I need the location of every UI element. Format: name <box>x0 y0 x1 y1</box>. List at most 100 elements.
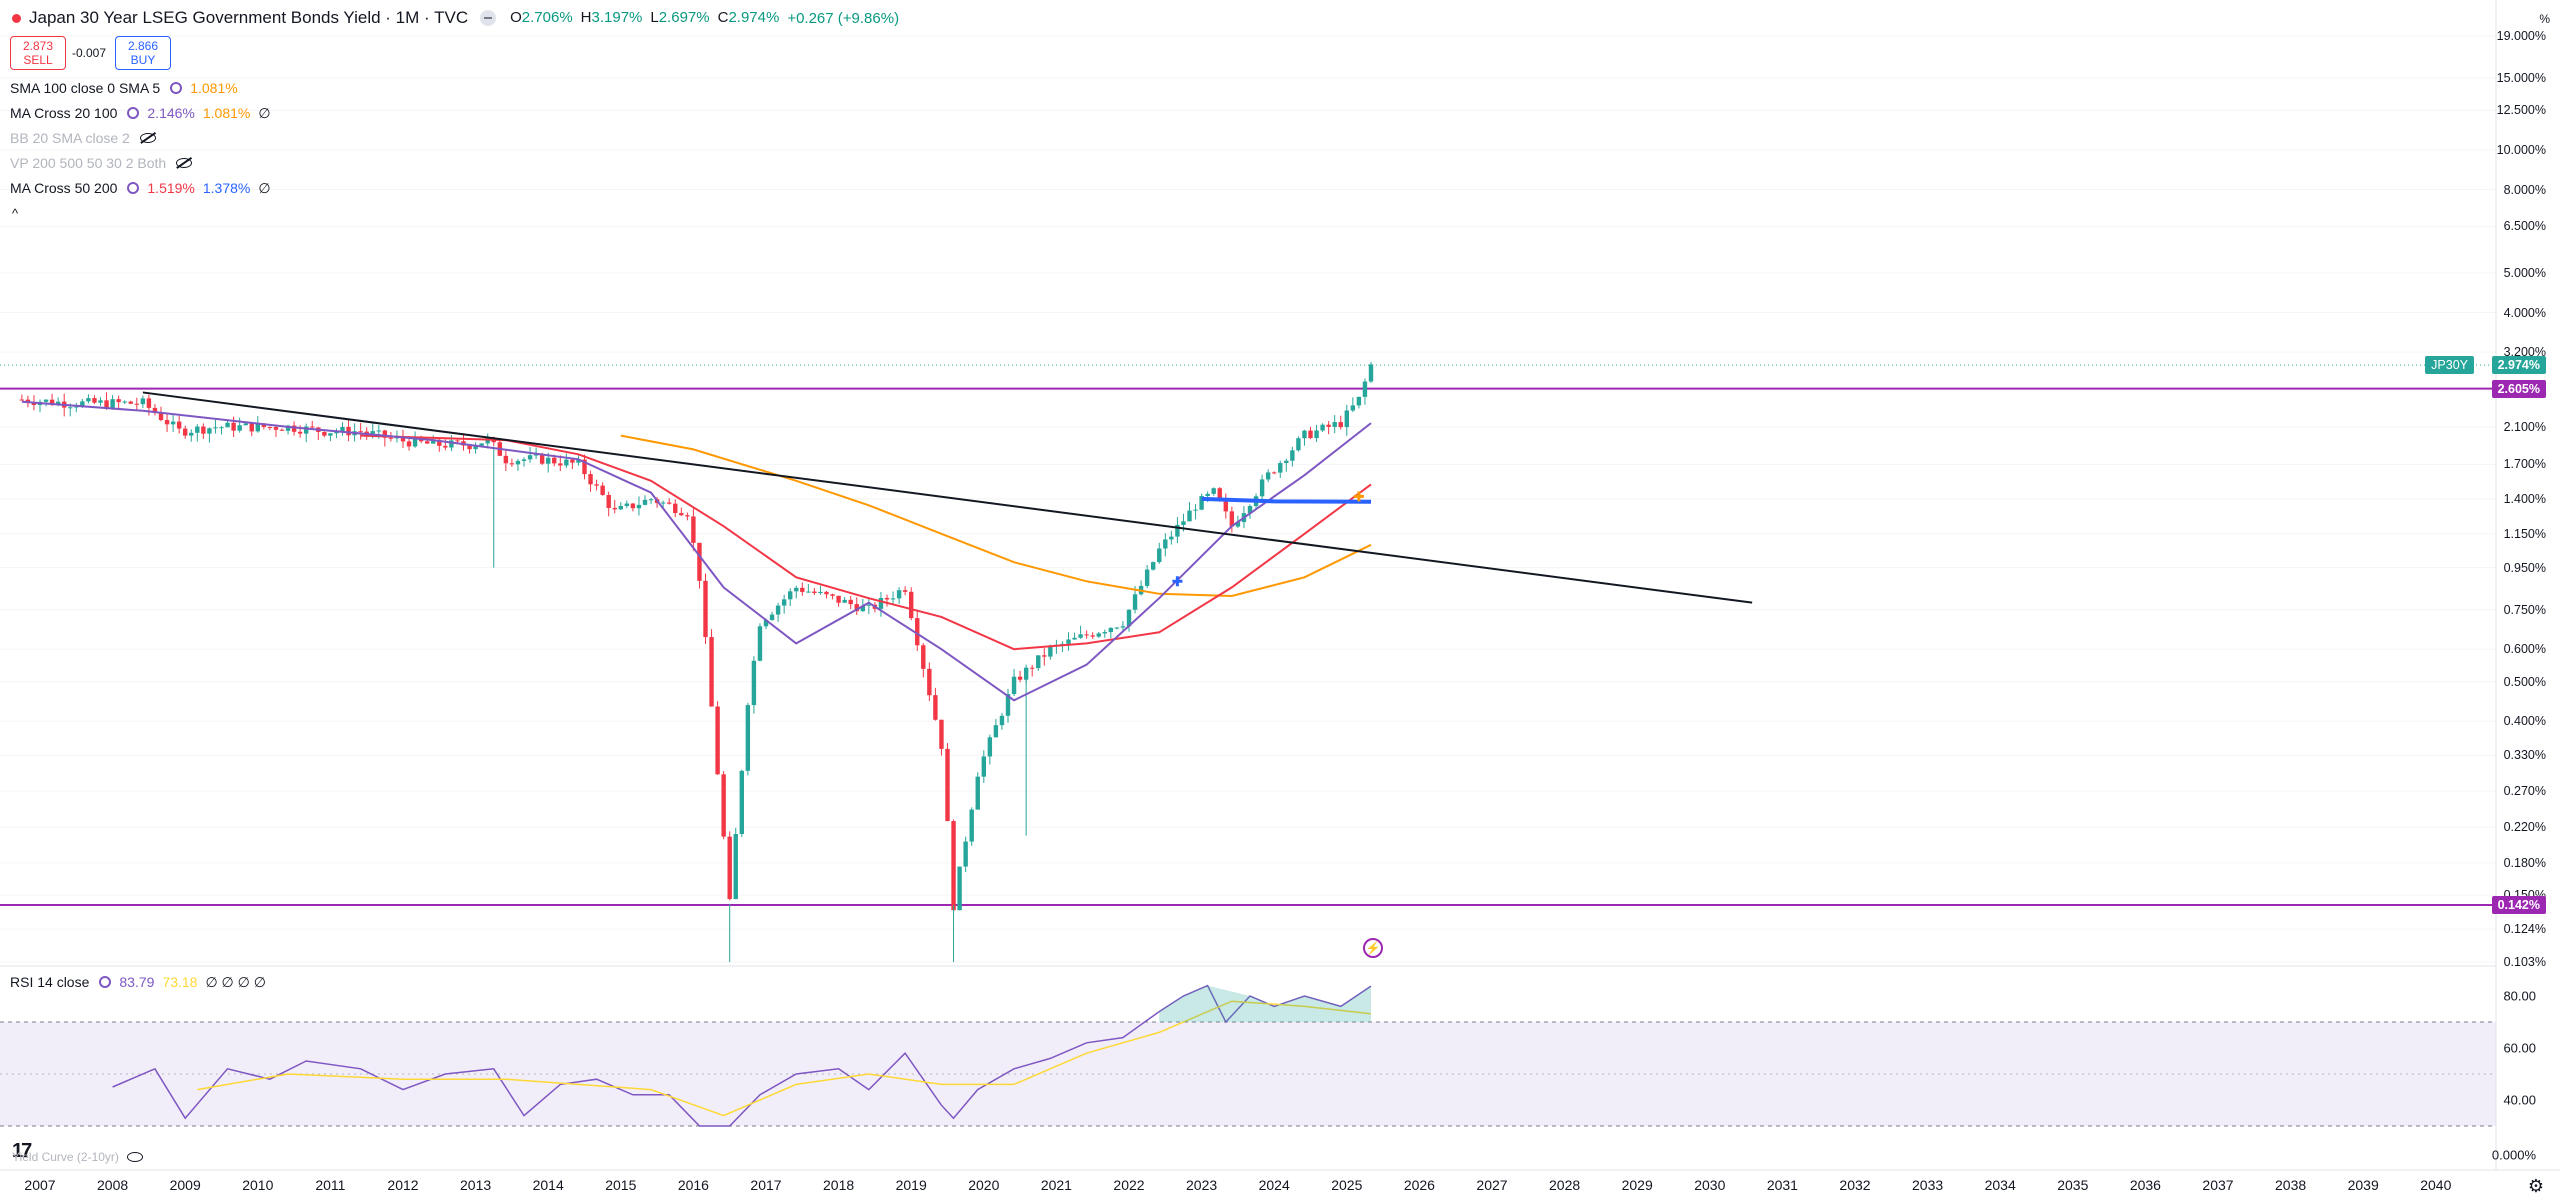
candle-body <box>449 440 454 448</box>
indicator-value: 1.378% <box>202 179 251 196</box>
time-tick: 2011 <box>315 1177 346 1193</box>
candle-body <box>673 503 678 514</box>
candle-body <box>406 441 412 447</box>
indicator-row[interactable]: MA Cross 50 200 1.519% 1.378% ∅ <box>10 178 279 198</box>
hidden-eye-icon[interactable] <box>126 1152 143 1162</box>
candle-body <box>951 821 956 911</box>
time-tick: 2009 <box>169 1177 201 1193</box>
price-tick: 0.103% <box>2503 955 2546 969</box>
candle-body <box>745 705 751 771</box>
candle-body <box>1011 676 1017 694</box>
candle-body <box>201 426 206 434</box>
time-tick: 2008 <box>97 1177 129 1193</box>
candle-body <box>594 484 599 486</box>
hidden-eye-icon[interactable] <box>176 158 193 168</box>
market-status-dot <box>12 13 21 23</box>
price-tick: 8.000% <box>2503 182 2546 197</box>
indicator-settings-icon[interactable] <box>170 82 183 94</box>
candle-body <box>425 441 430 444</box>
sell-button[interactable]: 2.873 SELL <box>10 36 66 70</box>
candle-body <box>642 499 648 505</box>
buy-button[interactable]: 2.866 BUY <box>115 36 171 70</box>
time-tick: 2017 <box>750 1177 782 1193</box>
candle-body <box>854 604 859 612</box>
time-tick: 2021 <box>1040 1177 1072 1193</box>
candle-body <box>1290 450 1295 461</box>
candle-body <box>213 427 218 429</box>
candle-body <box>806 591 811 593</box>
indicator-value: 1.081% <box>190 80 238 96</box>
candle-body <box>304 426 309 434</box>
candle-body <box>370 431 375 434</box>
candle-body <box>86 398 91 402</box>
indicator-settings-icon[interactable] <box>127 107 140 119</box>
candle-body <box>255 423 260 432</box>
rsi-title[interactable]: RSI 14 close <box>10 974 90 990</box>
rsi-tick: 0.000% <box>2491 1147 2536 1163</box>
tradingview-logo[interactable]: 17 <box>12 1140 32 1162</box>
rsi-tick: 80.00 <box>2503 988 2536 1004</box>
collapse-legend-icon[interactable]: ^ <box>12 206 19 221</box>
time-tick: 2010 <box>242 1177 274 1193</box>
candle-body <box>1144 569 1150 586</box>
candle-body <box>685 515 690 517</box>
settings-gear-icon[interactable]: ⚙ <box>2527 1176 2544 1196</box>
candle-body <box>322 431 327 436</box>
candle-body <box>902 590 908 592</box>
time-tick: 2024 <box>1258 1177 1290 1193</box>
indicator-row[interactable]: MA Cross 20 100 2.146% 1.081% ∅ <box>10 103 279 123</box>
candle-body <box>630 503 636 509</box>
candle-body <box>243 423 248 426</box>
cross-marker <box>1172 576 1183 587</box>
symbol-title[interactable]: Japan 30 Year LSEG Government Bonds Yiel… <box>29 8 469 27</box>
candle-body <box>939 719 944 749</box>
candle-body <box>49 399 55 405</box>
yield-curve-label: Yield Curve (2-10yr) <box>12 1150 119 1164</box>
indicator-value: 1.519% <box>147 179 195 196</box>
candle-body <box>140 398 146 405</box>
time-tick: 2039 <box>2347 1177 2379 1193</box>
candle-body <box>921 645 926 669</box>
candle-body <box>715 706 720 775</box>
ohlc-value: 3.197% <box>591 9 643 26</box>
candle-body <box>443 445 448 448</box>
price-tick: 0.500% <box>2503 674 2546 689</box>
candle-body <box>1217 488 1222 501</box>
last-price-tag: 2.974% <box>2491 356 2546 375</box>
candle-body <box>400 437 406 442</box>
time-tick: 2016 <box>677 1177 709 1193</box>
candle-body <box>382 430 388 438</box>
more-menu-icon[interactable] <box>480 10 497 26</box>
candle-body <box>842 599 847 603</box>
time-tick: 2013 <box>460 1177 492 1193</box>
candle-body <box>1120 626 1126 628</box>
candle-body <box>721 774 726 837</box>
candle-body <box>860 605 865 612</box>
candle-body <box>1126 609 1132 627</box>
yield-curve-legend: Yield Curve (2-10yr) <box>12 1150 143 1164</box>
candle-body <box>558 463 563 466</box>
candle-body <box>176 421 182 429</box>
candle-body <box>987 737 993 757</box>
candle-body <box>884 597 890 600</box>
candle-body <box>170 421 176 425</box>
indicator-row[interactable]: BB 20 SMA close 2 <box>10 128 156 148</box>
candle-body <box>527 455 533 460</box>
candle-body <box>189 432 194 436</box>
lightning-icon[interactable]: ⚡ <box>1363 938 1383 958</box>
trendline[interactable] <box>142 391 1753 604</box>
price-tick: 4.000% <box>2503 305 2546 320</box>
indicator-row[interactable]: VP 200 500 50 30 2 Both <box>10 153 193 173</box>
hidden-eye-icon[interactable] <box>139 133 156 143</box>
candle-body <box>195 426 200 433</box>
candle-body <box>1072 637 1077 640</box>
candle-body <box>1296 438 1301 451</box>
candle-body <box>1090 635 1095 637</box>
candle-body <box>618 505 623 510</box>
indicator-row[interactable]: SMA 100 close 0 SMA 5 1.081% <box>10 78 246 98</box>
candle-body <box>1108 627 1114 633</box>
rsi-settings-icon[interactable] <box>99 976 112 988</box>
candle-body <box>1042 655 1047 657</box>
indicator-settings-icon[interactable] <box>127 182 140 194</box>
